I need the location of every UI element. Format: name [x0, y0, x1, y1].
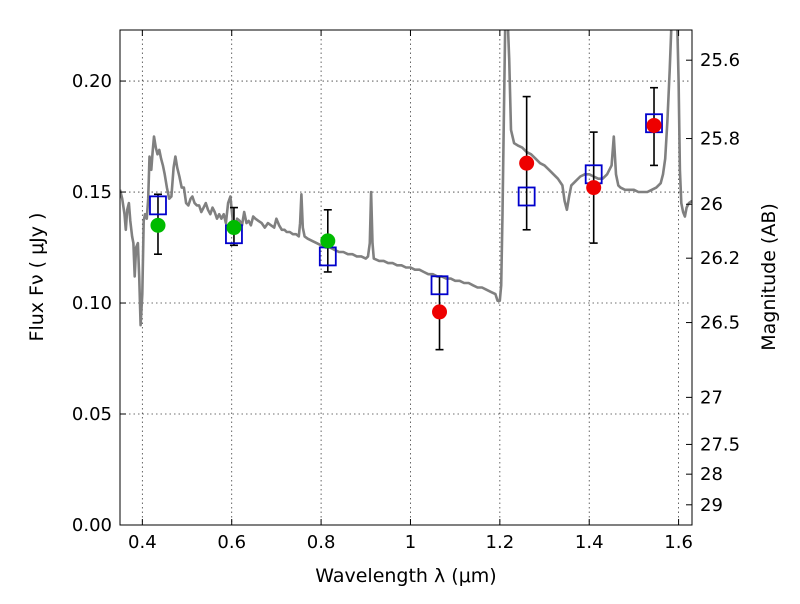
y2-axis-label: Magnitude (AB): [758, 203, 780, 351]
y2-tick-label: 25.8: [700, 129, 740, 150]
x-tick-label: 0.6: [217, 532, 246, 553]
observed-flux-point: [586, 180, 602, 196]
x-tick-label: 1.2: [486, 532, 515, 553]
y-tick-label: 0.05: [72, 404, 112, 425]
plot-frame: [119, 29, 693, 526]
y2-tick-label: 26.2: [700, 248, 740, 269]
observed-flux-point: [646, 117, 662, 133]
y2-tick-label: 25.6: [700, 50, 740, 71]
y2-tick-label: 26.5: [700, 313, 740, 334]
observed-flux-point: [519, 155, 535, 171]
y-tick-label: 0.00: [72, 515, 112, 536]
model-flux-square: [430, 275, 449, 296]
y-tick-label: 0.10: [72, 293, 112, 314]
y-tick-label: 0.15: [72, 182, 112, 203]
model-flux-square: [517, 186, 536, 207]
observed-flux-point: [320, 233, 336, 249]
x-tick-label: 0.4: [128, 532, 157, 553]
y2-tick-label: 26: [700, 194, 723, 215]
y2-tick-label: 27: [700, 387, 723, 408]
x-tick-label: 1.6: [664, 532, 693, 553]
y2-tick-label: 28: [700, 464, 723, 485]
y2-tick-label: 27.5: [700, 434, 740, 455]
y-axis-label: Flux Fν ( μJy ): [26, 213, 48, 342]
observed-flux-point: [226, 220, 242, 236]
x-tick-label: 1.4: [575, 532, 604, 553]
data-layer: [120, 30, 692, 351]
y-tick-label: 0.20: [72, 71, 112, 92]
model-flux-square: [149, 195, 167, 216]
plot-background: [120, 30, 692, 525]
x-tick-label: 1: [405, 532, 416, 553]
x-axis-label: Wavelength λ (μm): [315, 565, 496, 587]
observed-flux-point: [150, 217, 166, 233]
model-spectrum-line: [120, 30, 692, 327]
x-tick-label: 0.8: [307, 532, 336, 553]
y2-tick-label: 29: [700, 495, 723, 516]
observed-flux-point: [432, 304, 448, 320]
axis-ticks: 0.4 0.6 0.8 1 1.2 1.4 1.6 0.00 0.05 0.10 0.15 0.20 2…: [72, 30, 740, 553]
